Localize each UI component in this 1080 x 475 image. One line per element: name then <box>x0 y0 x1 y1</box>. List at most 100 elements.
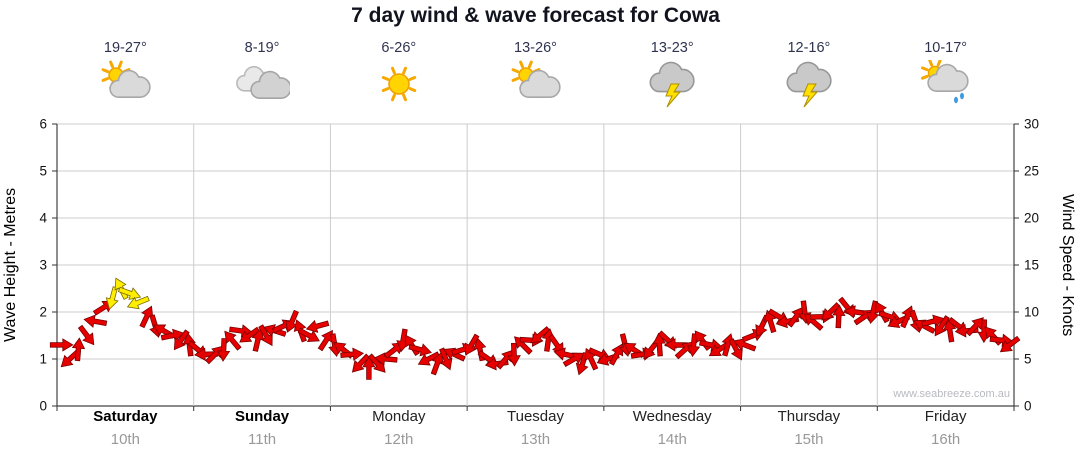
wind-speed-axis-label: Wind Speed - Knots <box>1059 193 1076 337</box>
left-tick-label: 1 <box>39 352 47 367</box>
sun-ray <box>401 93 407 102</box>
x-label-tuesday: Tuesday 13th <box>467 408 604 448</box>
sun-ray <box>101 68 110 74</box>
x-label-wednesday: Wednesday 14th <box>604 408 741 448</box>
day-name: Sunday <box>234 408 290 425</box>
weather-icon-holder <box>507 60 563 112</box>
cloud-shape <box>519 69 562 98</box>
wind-arrow <box>49 338 74 352</box>
right-tick-label: 30 <box>1024 117 1039 132</box>
tick-labels: 0 1 2 3 4 5 6 0 5 10 15 20 25 30 <box>39 117 1039 414</box>
gridlines <box>56 123 1015 407</box>
right-tick-label: 5 <box>1024 352 1032 367</box>
wind-arrow <box>507 342 521 367</box>
sun-cloud-rain-icon <box>920 59 969 104</box>
wind-arrow <box>139 305 154 329</box>
day-header-wednesday: 13-23° <box>604 40 741 117</box>
sun-ray <box>390 66 396 75</box>
watermark: www.seabreeze.com.au <box>893 388 1010 400</box>
wind-arrow <box>239 326 261 343</box>
day-temperature-range: 10-17° <box>924 40 968 56</box>
left-tick-label: 5 <box>39 164 47 179</box>
sun-ray <box>390 93 396 102</box>
day-date: 10th <box>110 431 140 448</box>
cloud-shape <box>649 61 695 93</box>
sun-ray <box>118 60 124 69</box>
left-tick-label: 4 <box>39 211 47 226</box>
day-temperature-range: 8-19° <box>244 40 280 56</box>
wind-arrow <box>340 347 365 361</box>
cloud-shape <box>109 69 151 98</box>
wind-arrow <box>60 349 81 368</box>
sun-ray <box>512 68 520 74</box>
sun-ray <box>528 60 534 69</box>
wind-arrow <box>83 314 108 328</box>
day-header-sunday: 8-19° <box>194 40 331 117</box>
wind-arrow <box>285 309 299 333</box>
x-label-sunday: Sunday 11th <box>194 408 331 448</box>
sun-disc <box>388 73 410 95</box>
sun-ray <box>381 76 390 81</box>
wind-arrow <box>160 328 185 342</box>
right-tick-label: 20 <box>1024 211 1039 226</box>
wind-arrow <box>821 302 841 321</box>
right-tick-label: 25 <box>1024 164 1039 179</box>
day-date: 16th <box>931 431 961 448</box>
day-header-thursday: 12-16° <box>741 40 878 117</box>
weather-icon-holder <box>918 59 974 112</box>
wind-arrow <box>530 326 551 344</box>
wind-arrow <box>258 324 273 347</box>
wind-arrow <box>408 343 432 357</box>
sun-ray <box>927 59 933 67</box>
lightning-bolt <box>802 83 819 108</box>
sun-cloud-icon <box>512 60 562 98</box>
wind-arrow <box>173 329 190 351</box>
wind-arrow <box>430 352 444 376</box>
day-temperature-range: 6-26° <box>381 40 417 56</box>
wind-arrow <box>439 347 453 371</box>
wind-arrow <box>465 333 480 356</box>
chart-title: 7 day wind & wave forecast for Cowa <box>351 4 720 27</box>
left-tick-label: 3 <box>39 258 47 273</box>
x-label-friday: Friday 16th <box>877 408 1014 448</box>
sun-ray <box>101 77 110 82</box>
wind-arrow <box>77 324 95 346</box>
left-tick-label: 6 <box>39 117 47 132</box>
weather-icon-holder <box>781 60 837 112</box>
cloud-icon <box>236 65 292 99</box>
wind-arrow-highlight <box>126 295 150 310</box>
right-tick-label: 0 <box>1024 399 1032 414</box>
x-label-saturday: Saturday 10th <box>57 408 194 448</box>
weather-icon-holder <box>371 60 427 112</box>
sun-cloud-icon <box>101 60 151 98</box>
day-header-tuesday: 13-26° <box>467 40 604 117</box>
rain-drop <box>959 92 964 100</box>
sun-ray <box>936 59 942 67</box>
day-name: Thursday <box>777 408 841 425</box>
sun-icon <box>381 66 416 102</box>
rain-drop <box>953 96 958 104</box>
cloud-shape <box>786 61 832 93</box>
sun-ray <box>408 87 416 92</box>
left-tick-label: 2 <box>39 305 47 320</box>
day-name: Friday <box>924 408 967 425</box>
right-tick-label: 10 <box>1024 305 1039 320</box>
wind-arrow <box>373 352 398 366</box>
cloud-shape <box>927 63 969 92</box>
day-temperature-range: 12-16° <box>787 40 831 56</box>
weather-icon-holder <box>97 60 153 112</box>
wind-arrow <box>216 338 231 362</box>
day-temperature-range: 13-26° <box>514 40 557 56</box>
wind-arrow <box>921 314 945 328</box>
lightning-bolt <box>665 83 682 108</box>
wind-arrow <box>562 352 585 368</box>
weather-icon-holder <box>644 60 700 112</box>
wind-arrow <box>417 351 441 366</box>
sun-ray <box>519 60 525 69</box>
wind-arrow <box>664 338 688 352</box>
sun-ray <box>920 74 929 80</box>
day-date: 12th <box>384 431 414 448</box>
sun-ray <box>512 77 520 82</box>
storm-icon <box>649 61 695 108</box>
